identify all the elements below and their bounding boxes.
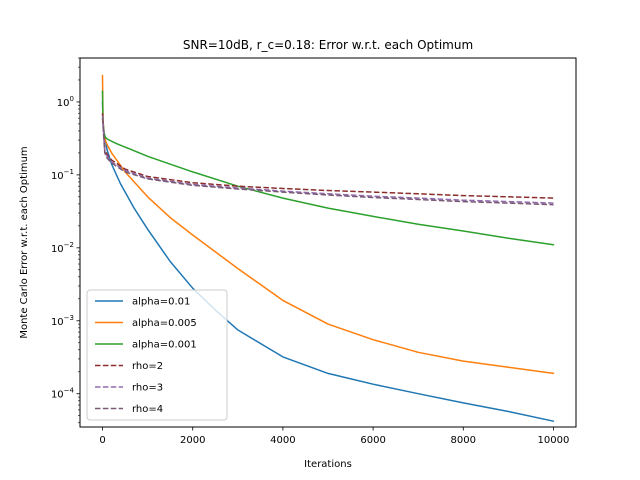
- y-tick-label: 10−1: [51, 168, 74, 182]
- legend-label: rho=2: [132, 361, 163, 372]
- series-layer: [101, 74, 555, 422]
- plot-frame: [79, 57, 577, 428]
- legend-box: [86, 289, 228, 421]
- y-tick-label: 10−3: [51, 314, 74, 328]
- legend-label: alpha=0.005: [132, 318, 197, 329]
- legend-label: rho=3: [132, 383, 163, 394]
- series-line-rho-3: [101, 115, 554, 204]
- x-tick-label: 8000: [451, 435, 476, 446]
- y-tick-label: 10−2: [51, 241, 74, 255]
- x-axis-label: Iterations: [304, 459, 352, 470]
- series-line-alpha-0-005: [101, 74, 555, 375]
- series-line-rho-4: [101, 118, 554, 206]
- y-axis-label: Monte Carlo Error w.r.t. each Optimum: [19, 146, 30, 338]
- x-tick-label: 4000: [270, 435, 295, 446]
- x-axis: 0 2000 4000 6000 8000 10000: [99, 427, 569, 446]
- legend: alpha=0.01 alpha=0.005 alpha=0.001 rho=2 rho…: [86, 289, 228, 421]
- series-line-alpha-0-001: [101, 90, 555, 246]
- x-tick-label: 6000: [360, 435, 385, 446]
- y-axis: 10−4 10−3 10−2 10−1 100: [51, 57, 80, 424]
- x-tick-label: 10000: [538, 435, 570, 446]
- chart-title: SNR=10dB, r_c=0.18: Error w.r.t. each Op…: [183, 38, 473, 52]
- legend-label: alpha=0.01: [132, 297, 190, 308]
- legend-label: alpha=0.001: [132, 340, 197, 351]
- legend-label: rho=4: [132, 404, 163, 415]
- y-tick-label: 10−4: [51, 387, 75, 401]
- y-tick-label: 100: [57, 95, 74, 109]
- x-tick-label: 0: [99, 435, 105, 446]
- x-tick-label: 2000: [180, 435, 205, 446]
- series-line-rho-2: [101, 113, 554, 199]
